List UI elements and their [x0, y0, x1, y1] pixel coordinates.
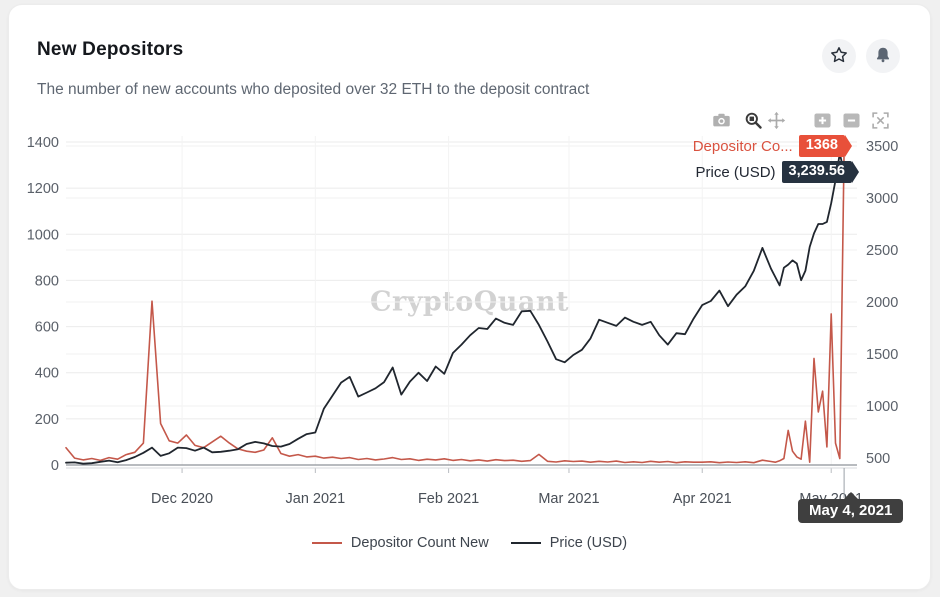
page-subtitle: The number of new accounts who deposited… [37, 81, 590, 98]
tooltip-price-value-badge: 3,239.56 [781, 161, 852, 183]
page-title: New Depositors [37, 39, 184, 60]
tooltip-depositor-row: Depositor Co... 1368 [693, 134, 845, 158]
price-line-swatch [510, 542, 541, 544]
legend-item-price[interactable]: Price (USD) [510, 535, 628, 551]
left-axis-tick-label: 200 [35, 412, 59, 428]
camera-icon [712, 111, 731, 133]
x-tick-label: Feb 2021 [418, 491, 479, 507]
chart-modebar [711, 111, 890, 133]
right-axis-tick-label: 2000 [866, 295, 898, 311]
legend-label: Price (USD) [549, 535, 628, 551]
x-tick-label: Jan 2021 [286, 491, 346, 507]
notification-button[interactable] [866, 39, 900, 73]
zoom-out-button[interactable] [841, 112, 861, 132]
left-axis-tick-label: 0 [51, 458, 59, 474]
left-axis-tick-label: 1000 [27, 227, 59, 243]
star-icon [830, 46, 848, 67]
tooltip-depositor-value-badge: 1368 [798, 135, 845, 157]
zoom-box-icon [744, 111, 763, 133]
chart-legend: Depositor Count New Price (USD) [9, 535, 930, 551]
tooltip-price-label: Price (USD) [695, 163, 776, 181]
legend-item-depositor-count[interactable]: Depositor Count New [311, 535, 489, 551]
legend-label: Depositor Count New [350, 535, 489, 551]
x-tick-label: Dec 2020 [151, 491, 213, 507]
right-axis-tick-label: 500 [866, 451, 890, 467]
header-actions [822, 39, 900, 73]
chart-card: New Depositors The number of new account… [8, 4, 931, 590]
zoom-in-button[interactable] [812, 112, 832, 132]
x-tick-label: Apr 2021 [673, 491, 732, 507]
x-tick-label: Mar 2021 [538, 491, 599, 507]
autoscale-button[interactable] [870, 112, 890, 132]
hover-tooltip: Depositor Co... 1368 Price (USD) 3,239.5… [693, 134, 852, 186]
right-axis-tick-label: 3500 [866, 139, 898, 155]
series-line-right [65, 152, 845, 465]
left-axis-tick-label: 1200 [27, 181, 59, 197]
plus-icon [813, 111, 832, 133]
right-axis-tick-label: 3000 [866, 191, 898, 207]
left-axis-tick-label: 400 [35, 366, 59, 382]
bell-icon [874, 46, 892, 67]
left-axis-tick-label: 1400 [27, 135, 59, 151]
favorite-button[interactable] [822, 39, 856, 73]
minus-icon [842, 111, 861, 133]
right-axis-tick-label: 1000 [866, 399, 898, 415]
depositor-line-swatch [311, 542, 342, 544]
right-axis-tick-label: 1500 [866, 347, 898, 363]
tooltip-depositor-label: Depositor Co... [692, 137, 793, 155]
download-snapshot-button[interactable] [711, 112, 731, 132]
pan-mode-button[interactable] [766, 111, 786, 133]
pan-icon [767, 111, 786, 133]
chart-canvas[interactable]: Dec 2020 Jan 2021 Feb 2021 Mar 2021 Apr 2021… [9, 111, 932, 531]
zoom-mode-button[interactable] [743, 112, 763, 132]
right-axis-tick-label: 2500 [866, 243, 898, 259]
series-line-left [65, 148, 845, 464]
left-axis-tick-label: 800 [35, 273, 59, 289]
tooltip-price-row: Price (USD) 3,239.56 [693, 160, 852, 184]
left-axis-tick-label: 600 [35, 320, 59, 336]
date-tooltip: May 4, 2021 [798, 499, 904, 523]
autoscale-icon [871, 111, 890, 133]
